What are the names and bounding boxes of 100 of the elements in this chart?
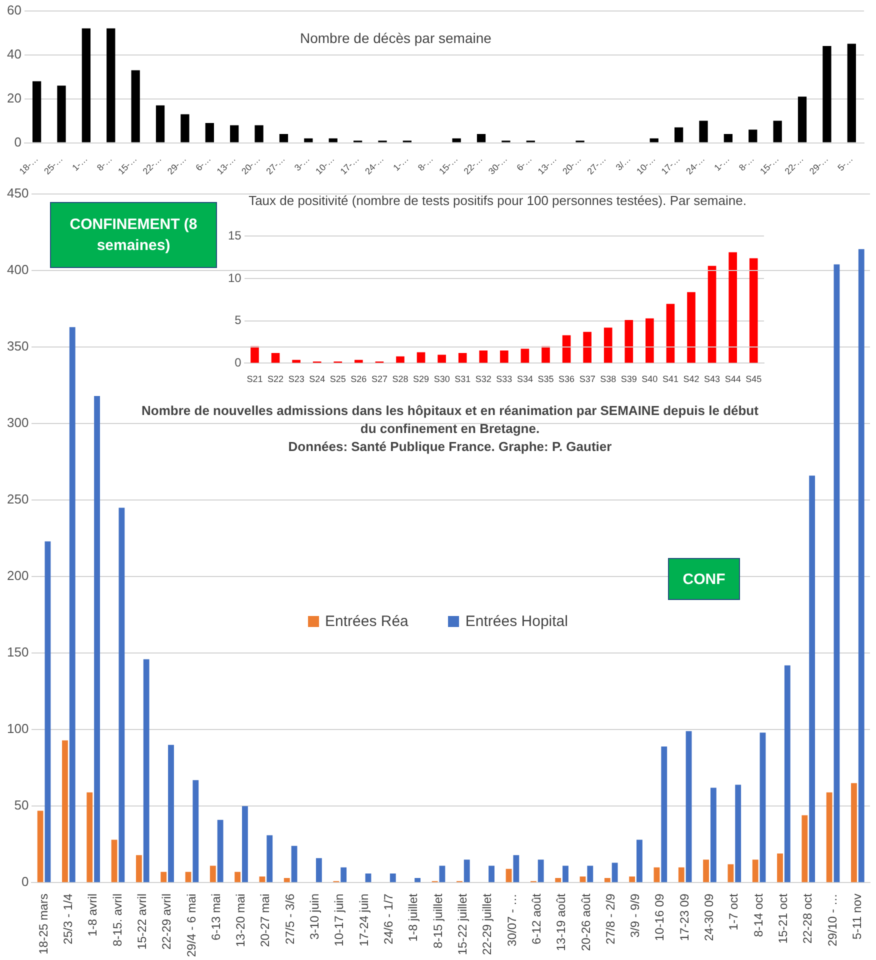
x-tick-label: 8-… xyxy=(736,154,756,173)
x-tick-label: 29-… xyxy=(807,154,830,176)
y-tick-label: 300 xyxy=(6,415,29,430)
bar xyxy=(500,350,508,363)
bar xyxy=(562,335,571,363)
bar xyxy=(414,878,421,882)
bar xyxy=(506,868,512,882)
y-tick-label: 100 xyxy=(6,721,29,736)
x-tick-label: S25 xyxy=(330,374,346,384)
y-tick-label: 10 xyxy=(228,270,242,285)
bar xyxy=(230,125,239,142)
x-tick-label: 17-… xyxy=(338,154,361,176)
x-tick-label: 1-7 oct xyxy=(726,892,741,930)
x-tick-label: 24-… xyxy=(684,154,707,176)
x-tick-label: 24-… xyxy=(363,154,386,176)
x-tick-label: S21 xyxy=(246,374,263,384)
bar xyxy=(259,876,266,882)
bar xyxy=(304,138,313,142)
text: Nombre de nouvelles admissions dans les hôpitaux et en réanimation par SEMAINE depuis le début du confinement en Bretagne. xyxy=(140,402,760,438)
legend-label: Entrées Réa xyxy=(325,612,408,630)
bar xyxy=(629,876,636,882)
x-tick-label: 10-17 juin xyxy=(332,894,346,946)
bar xyxy=(284,878,290,882)
x-tick-label: 20-… xyxy=(560,154,584,176)
x-tick-label: S36 xyxy=(558,374,575,384)
bar xyxy=(650,138,658,142)
bar xyxy=(583,332,592,363)
x-tick-label: 3-… xyxy=(292,154,312,173)
y-tick-label: 450 xyxy=(6,186,29,201)
bar xyxy=(210,866,216,882)
bar xyxy=(646,318,654,363)
bar xyxy=(538,860,544,882)
bar xyxy=(624,320,634,363)
x-tick-label: 24/6 - 1/7 xyxy=(382,893,396,944)
y-tick-label: 400 xyxy=(6,262,29,278)
bar xyxy=(217,820,224,882)
x-tick-label: S23 xyxy=(288,374,304,384)
x-tick-label: S45 xyxy=(746,374,762,384)
bar xyxy=(798,96,807,142)
bar xyxy=(62,740,68,882)
bar xyxy=(728,252,737,363)
bar xyxy=(809,476,816,882)
x-tick-label: 22-29 avril xyxy=(160,894,174,950)
bar xyxy=(710,788,716,882)
bar xyxy=(773,120,782,142)
x-tick-label: S43 xyxy=(704,374,720,384)
bar xyxy=(580,876,586,882)
y-tick-label: 20 xyxy=(6,90,22,106)
x-tick-label: S32 xyxy=(475,374,492,384)
annotation: Données: Santé Publique France. Graphe: P. Gautier xyxy=(287,438,613,456)
y-tick-label: 0 xyxy=(14,134,22,150)
bar xyxy=(185,872,192,882)
bar xyxy=(118,508,125,882)
x-tick-label: 1-8 juillet xyxy=(406,892,420,942)
x-tick-label: 3/9 - 9/9 xyxy=(628,893,642,938)
bar xyxy=(784,665,790,882)
bar xyxy=(192,780,199,882)
x-tick-label: 17-… xyxy=(659,154,682,176)
x-tick-label: 6-12 août xyxy=(529,892,544,944)
x-tick-label: 15-22 juillet xyxy=(455,892,470,956)
bar xyxy=(728,864,734,882)
bar xyxy=(654,867,660,882)
x-tick-label: 27-… xyxy=(264,154,287,176)
bar xyxy=(234,872,241,882)
x-tick-label: S31 xyxy=(454,374,471,384)
annotation: CONF xyxy=(668,558,740,600)
y-tick-label: 0 xyxy=(21,874,29,890)
bar xyxy=(438,354,446,363)
bar xyxy=(703,860,709,882)
bar xyxy=(106,28,116,142)
bar xyxy=(69,327,76,882)
x-tick-label: S29 xyxy=(413,374,430,384)
bar xyxy=(464,860,470,882)
x-tick-label: 3-10 juin xyxy=(308,894,322,940)
y-tick-label: 150 xyxy=(6,644,29,660)
x-tick-label: S22 xyxy=(268,374,284,384)
bar xyxy=(390,873,396,882)
bar xyxy=(858,249,864,882)
bar xyxy=(687,292,696,363)
x-tick-label: S39 xyxy=(620,374,637,384)
bar xyxy=(520,348,530,363)
bar xyxy=(686,731,692,882)
bar xyxy=(802,815,808,882)
bar xyxy=(82,28,91,142)
x-tick-label: S24 xyxy=(309,374,326,384)
bar xyxy=(724,134,733,142)
x-tick-label: 20-27 mai xyxy=(258,894,272,948)
text: Nombre de décès par semaine xyxy=(300,30,492,46)
bar xyxy=(32,81,42,142)
x-tick-label: 22-28 oct xyxy=(800,892,815,944)
x-tick-label: 15-… xyxy=(116,154,139,176)
y-tick-label: 200 xyxy=(6,568,29,584)
bar xyxy=(587,866,594,882)
bar xyxy=(476,134,486,142)
x-tick-label: 30-… xyxy=(486,154,510,176)
x-tick-label: S35 xyxy=(538,374,554,384)
bar xyxy=(156,105,165,142)
bar xyxy=(752,860,758,882)
x-tick-label: 5-… xyxy=(836,154,855,173)
bar xyxy=(666,304,675,363)
